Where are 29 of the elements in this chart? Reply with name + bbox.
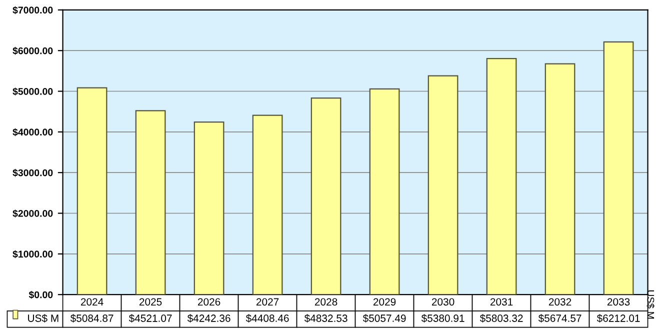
- data-label: $4521.07: [128, 314, 172, 323]
- data-label: $4832.53: [304, 314, 348, 323]
- x-tick-label: 2025: [139, 298, 162, 306]
- x-tick-label: 2033: [607, 298, 630, 306]
- data-label: $6212.01: [596, 314, 640, 323]
- data-label: $4408.46: [246, 314, 289, 323]
- data-label: $5084.87: [70, 314, 114, 323]
- data-label: $5803.32: [480, 314, 523, 323]
- x-tick-label: 2027: [256, 298, 279, 306]
- y-tick-label: $6000.00: [12, 46, 53, 55]
- y-tick-label: $4000.00: [12, 128, 53, 136]
- y-tick-label: $0.00: [28, 290, 53, 299]
- data-label: $5057.49: [362, 314, 406, 323]
- x-tick-label: 2032: [548, 298, 572, 306]
- x-tick-label: 2024: [80, 298, 104, 306]
- x-tick-label: 2026: [198, 298, 220, 306]
- y-tick-label: $7000.00: [12, 6, 53, 14]
- data-label: $4242.36: [187, 314, 230, 323]
- x-tick-label: 2030: [432, 298, 454, 306]
- y-tick-label: $1000.00: [12, 250, 53, 258]
- data-label: $5674.57: [538, 314, 582, 323]
- x-tick-label: 2029: [373, 298, 396, 306]
- data-label: $5380.91: [421, 314, 464, 323]
- y-tick-label: $2000.00: [12, 210, 53, 218]
- y-tick-label: $3000.00: [12, 168, 53, 177]
- legend-label: US$ M: [28, 314, 58, 323]
- y-tick-label: $5000.00: [12, 88, 53, 96]
- x-tick-label: 2031: [490, 298, 513, 306]
- x-tick-label: 2028: [314, 298, 338, 306]
